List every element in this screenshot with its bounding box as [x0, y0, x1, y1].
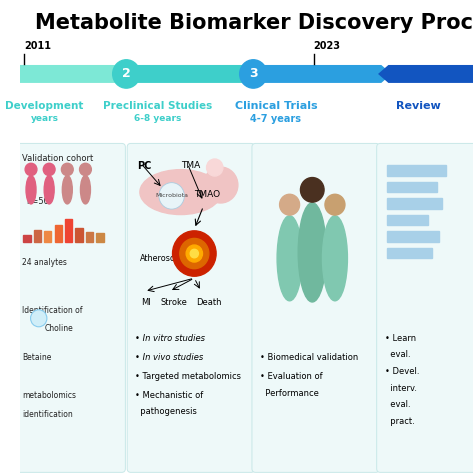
- Ellipse shape: [44, 175, 54, 204]
- Text: Development: Development: [5, 101, 84, 111]
- Ellipse shape: [140, 170, 221, 215]
- Text: • Devel.: • Devel.: [385, 367, 419, 376]
- Text: Betaine: Betaine: [22, 353, 51, 362]
- Circle shape: [301, 178, 324, 202]
- Text: Death: Death: [196, 299, 221, 308]
- Text: years: years: [31, 114, 59, 123]
- Circle shape: [280, 194, 300, 215]
- Bar: [55, 225, 62, 242]
- Ellipse shape: [81, 175, 91, 204]
- FancyBboxPatch shape: [377, 144, 474, 473]
- Text: • Mechanistic of: • Mechanistic of: [136, 391, 204, 400]
- Bar: [65, 219, 73, 242]
- Text: Microbiota: Microbiota: [155, 193, 188, 199]
- Circle shape: [186, 245, 202, 262]
- Ellipse shape: [26, 175, 36, 204]
- Circle shape: [30, 310, 47, 327]
- Bar: [75, 228, 83, 242]
- FancyBboxPatch shape: [7, 144, 125, 473]
- Bar: [387, 165, 446, 175]
- Text: 3: 3: [249, 67, 257, 81]
- Ellipse shape: [62, 175, 73, 204]
- Text: MI: MI: [141, 299, 151, 308]
- Text: • Learn: • Learn: [385, 334, 416, 343]
- Bar: [387, 215, 428, 225]
- Circle shape: [80, 163, 91, 175]
- Circle shape: [159, 182, 184, 209]
- Text: Metabolite Biomarker Discovery Process: Metabolite Biomarker Discovery Process: [35, 12, 474, 33]
- Text: Performance: Performance: [260, 389, 319, 398]
- Ellipse shape: [322, 216, 347, 301]
- Ellipse shape: [277, 216, 302, 301]
- Polygon shape: [119, 65, 264, 83]
- Polygon shape: [251, 65, 392, 83]
- Circle shape: [180, 238, 209, 269]
- Text: 2023: 2023: [314, 41, 341, 51]
- Text: Choline: Choline: [45, 324, 73, 333]
- Circle shape: [62, 163, 73, 175]
- Text: eval.: eval.: [385, 400, 410, 409]
- FancyBboxPatch shape: [252, 144, 379, 473]
- Text: TMA: TMA: [181, 161, 200, 170]
- Bar: [96, 233, 104, 242]
- Polygon shape: [0, 65, 133, 83]
- Text: • In vivo studies: • In vivo studies: [136, 353, 204, 362]
- Text: • Targeted metabolomics: • Targeted metabolomics: [136, 372, 241, 381]
- FancyBboxPatch shape: [127, 144, 255, 473]
- Ellipse shape: [298, 203, 326, 302]
- Text: Preclinical Studies: Preclinical Studies: [103, 101, 213, 111]
- Circle shape: [207, 159, 223, 176]
- Text: interv.: interv.: [385, 383, 417, 392]
- Text: Identification of: Identification of: [22, 306, 82, 315]
- Bar: [86, 232, 93, 242]
- Text: 24 analytes: 24 analytes: [22, 258, 67, 267]
- Bar: [387, 198, 442, 209]
- Text: 2: 2: [122, 67, 131, 81]
- Text: pract.: pract.: [385, 417, 415, 426]
- Text: • Biomedical validation: • Biomedical validation: [260, 353, 358, 362]
- Bar: [387, 182, 437, 192]
- Polygon shape: [378, 65, 474, 83]
- Text: Review: Review: [396, 101, 441, 111]
- Text: n=50: n=50: [27, 197, 49, 206]
- Bar: [387, 231, 439, 242]
- Text: eval.: eval.: [385, 350, 410, 359]
- Circle shape: [25, 163, 37, 175]
- Bar: [44, 231, 52, 242]
- Text: pathogenesis: pathogenesis: [136, 407, 197, 416]
- Text: TMAO: TMAO: [194, 190, 220, 199]
- Circle shape: [203, 167, 238, 203]
- Text: PC: PC: [137, 161, 151, 172]
- Circle shape: [190, 249, 199, 258]
- Text: Validation cohort: Validation cohort: [22, 155, 93, 164]
- Circle shape: [173, 231, 216, 276]
- Text: • In vitro studies: • In vitro studies: [136, 334, 205, 343]
- Text: Clinical Trials: Clinical Trials: [235, 101, 317, 111]
- Text: metabolomics: metabolomics: [22, 391, 76, 400]
- Bar: [34, 230, 41, 242]
- Circle shape: [113, 60, 140, 88]
- Circle shape: [43, 163, 55, 175]
- Text: 6-8 years: 6-8 years: [134, 114, 182, 123]
- Text: identification: identification: [22, 410, 73, 419]
- Text: 4-7 years: 4-7 years: [250, 114, 301, 124]
- Bar: [387, 248, 432, 258]
- Circle shape: [325, 194, 345, 215]
- Circle shape: [240, 60, 267, 88]
- Text: Stroke: Stroke: [160, 299, 187, 308]
- Text: 2011: 2011: [24, 41, 51, 51]
- Bar: [23, 235, 30, 242]
- Text: Atherosclerosis: Atherosclerosis: [140, 254, 201, 263]
- Text: • Evaluation of: • Evaluation of: [260, 372, 323, 381]
